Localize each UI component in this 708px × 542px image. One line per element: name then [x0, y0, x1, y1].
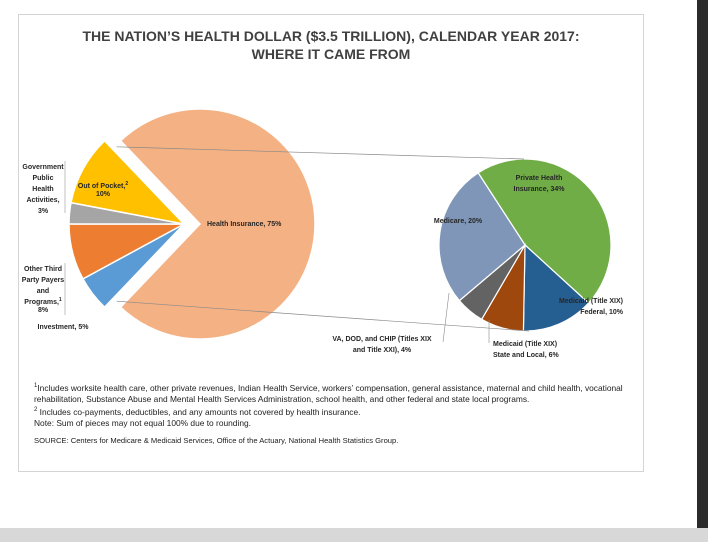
connector-line-bottom: [116, 300, 530, 332]
footnotes: 1Includes worksite health care, other pr…: [34, 381, 634, 447]
window-edge: [697, 0, 708, 542]
footnote-1: 1Includes worksite health care, other pr…: [34, 381, 634, 405]
label-government-public-health: Government Public Health Activities, 3%: [22, 164, 64, 215]
pie-of-pie-chart: Health Insurance, 75% Out of Pocket,2 10% G…: [22, 108, 624, 359]
footnote-1-text: Includes worksite health care, other pri…: [34, 382, 623, 404]
footnote-2: 2 Includes co-payments, deductibles, and…: [34, 405, 634, 418]
main-slice-out-of-pocket: [70, 139, 187, 226]
source-note: SOURCE: Centers for Medicare & Medicaid …: [34, 436, 399, 446]
main-slice-health-insurance: [119, 108, 316, 340]
page-bottom-edge: [0, 528, 708, 542]
label-other-third-party: Other Third Party Payers and Programs,1 8%: [22, 266, 65, 314]
label-out-of-pocket: Out of Pocket,2 10%: [78, 181, 128, 198]
sub-slice-medicare: [438, 172, 526, 302]
footnote-2-text: Includes co-payments, deductibles, and a…: [39, 407, 361, 417]
label-medicaid-state-local: Medicaid (Title XIX) State and Local, 6%: [493, 341, 560, 359]
sub-slice-private-health-insurance: [477, 158, 612, 304]
rounding-note: Note: Sum of pieces may not equal 100% d…: [34, 418, 251, 429]
connector-line-top: [116, 146, 525, 160]
label-investment: Investment, 5%: [38, 324, 90, 331]
label-private-health-insurance: Private Health Insurance, 34%: [514, 175, 566, 193]
label-health-insurance: Health Insurance, 75%: [207, 221, 282, 228]
footnote-2-marker: 2: [34, 407, 38, 414]
label-medicare: Medicare, 20%: [434, 218, 483, 225]
leader-line-va-dod-chip: [442, 292, 450, 343]
chart-title-line-2: WHERE IT CAME FROM: [251, 46, 411, 62]
chart-frame: THE NATION’S HEALTH DOLLAR ($3.5 TRILLIO…: [18, 14, 644, 472]
chart-title: THE NATION’S HEALTH DOLLAR ($3.5 TRILLIO…: [19, 27, 643, 63]
label-medicaid-federal: Medicaid (Title XIX) Federal, 10%: [559, 298, 624, 316]
label-va-dod-chip: VA, DOD, and CHIP (Titles XIX and Title X…: [332, 336, 432, 354]
footnote-1-marker: 1: [34, 383, 38, 389]
chart-title-line-1: THE NATION’S HEALTH DOLLAR ($3.5 TRILLIO…: [82, 28, 580, 44]
